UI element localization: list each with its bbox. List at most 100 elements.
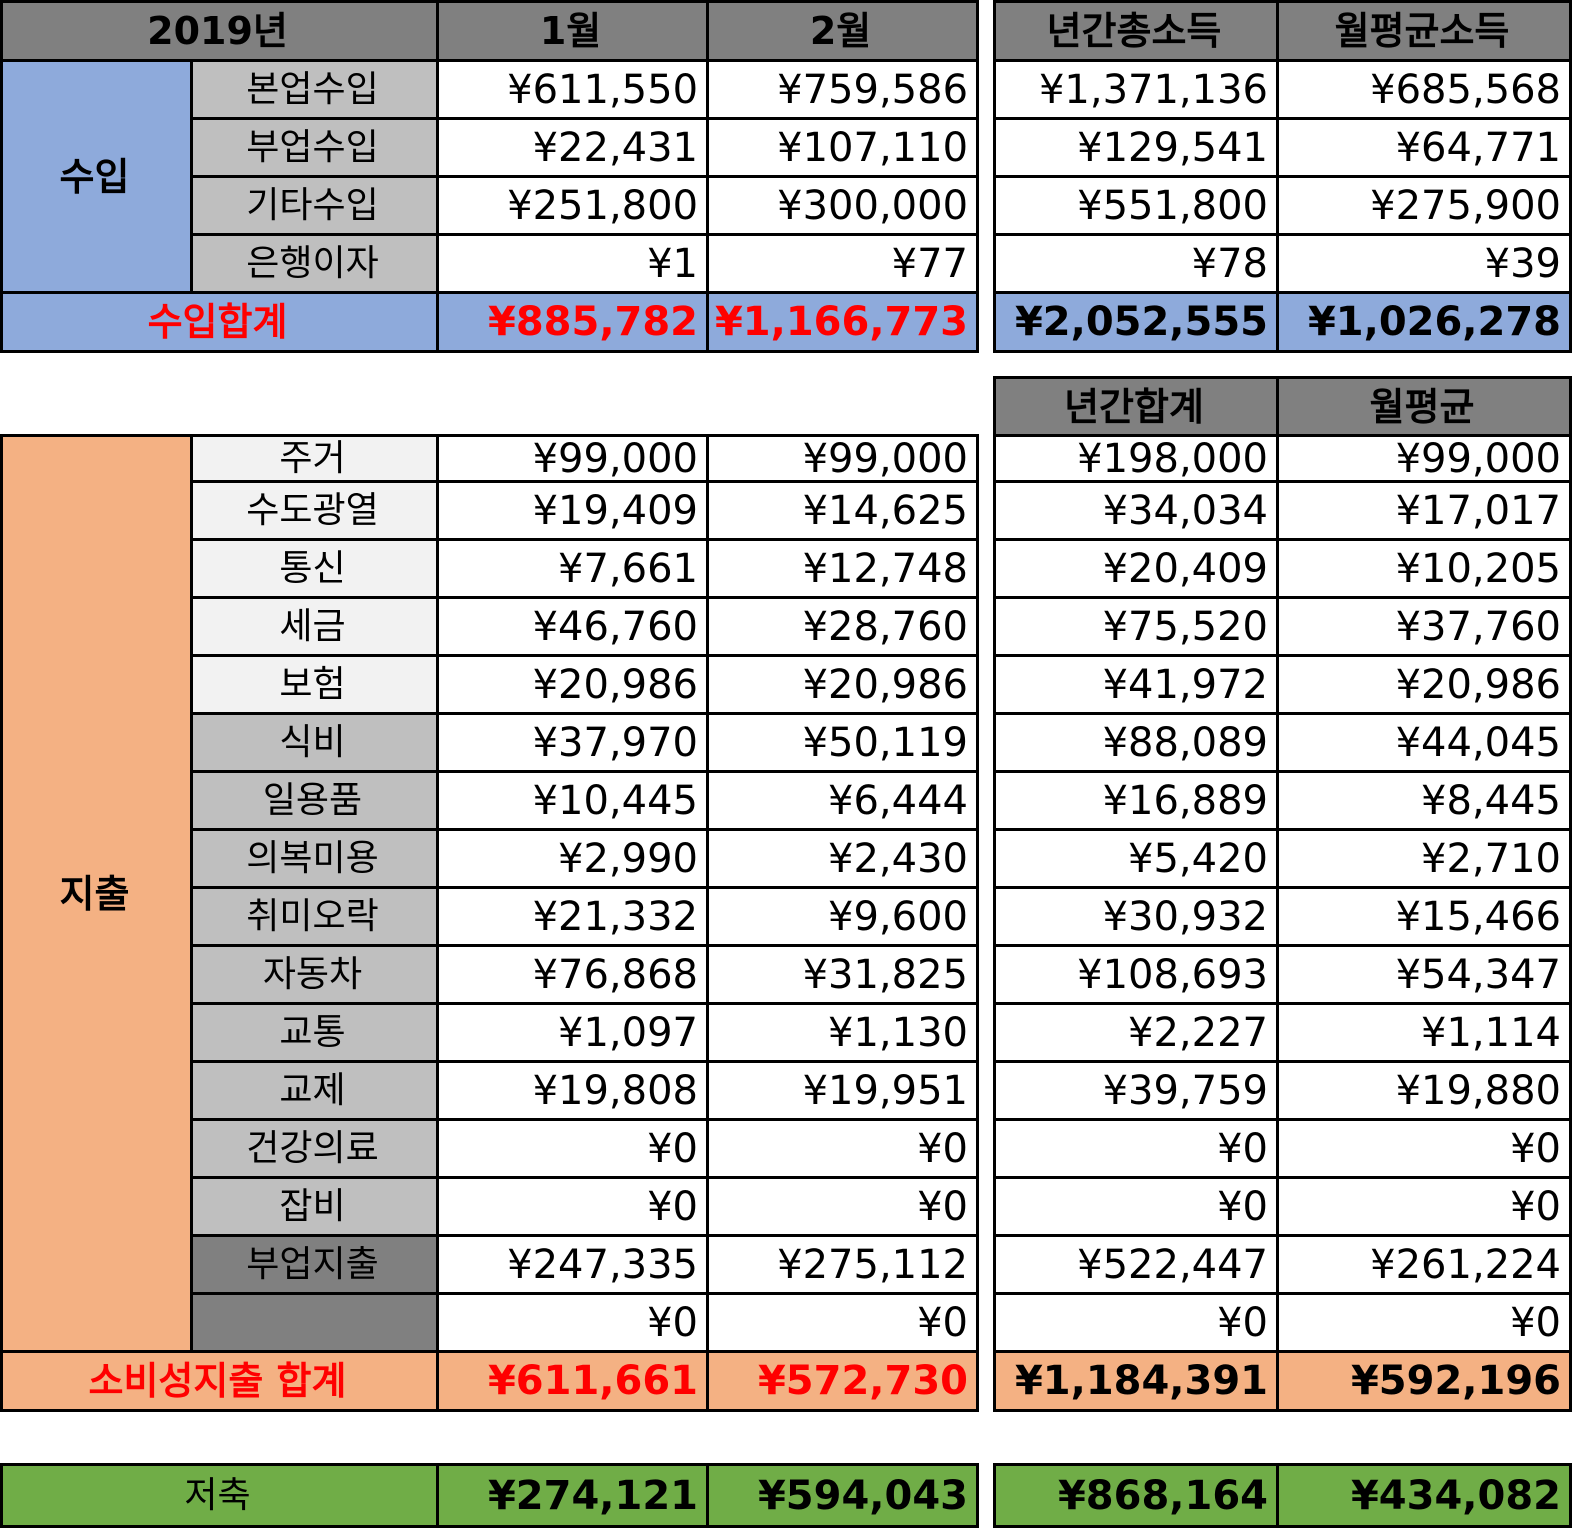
income-avg-cell: ¥39 bbox=[1276, 233, 1572, 294]
expense-avg-cell: ¥2,710 bbox=[1276, 828, 1572, 889]
expense-row-label: 부업지출 bbox=[190, 1234, 439, 1295]
expense-row-label bbox=[190, 1292, 439, 1353]
expense-annual-cell: ¥0 bbox=[993, 1176, 1279, 1237]
income-cell: ¥759,586 bbox=[706, 59, 980, 120]
expense-cell: ¥31,825 bbox=[706, 944, 979, 1005]
expense-annual-cell: ¥0 bbox=[993, 1292, 1279, 1353]
income-avg-total: ¥1,026,278 bbox=[1276, 291, 1572, 353]
expense-cell: ¥14,625 bbox=[706, 480, 979, 541]
expense-cell: ¥0 bbox=[706, 1292, 979, 1353]
expense-cell: ¥21,332 bbox=[436, 886, 709, 947]
income-annual-total: ¥2,052,555 bbox=[993, 291, 1279, 353]
expense-avg-cell: ¥44,045 bbox=[1276, 712, 1572, 773]
expense-cell: ¥1,097 bbox=[436, 1002, 709, 1063]
expense-avg-cell: ¥0 bbox=[1276, 1292, 1572, 1353]
income-cell: ¥251,800 bbox=[436, 175, 710, 236]
expense-row-label: 교통 bbox=[190, 1002, 439, 1063]
expense-avg-cell: ¥10,205 bbox=[1276, 538, 1572, 599]
year-header: 2019년 bbox=[0, 0, 440, 62]
expense-avg-cell: ¥54,347 bbox=[1276, 944, 1572, 1005]
expense-avg-cell: ¥1,114 bbox=[1276, 1002, 1572, 1063]
expense-annual-cell: ¥39,759 bbox=[993, 1060, 1279, 1121]
income-avg-cell: ¥64,771 bbox=[1276, 117, 1572, 178]
expense-avg-cell: ¥261,224 bbox=[1276, 1234, 1572, 1295]
income-annual-cell: ¥78 bbox=[993, 233, 1279, 294]
expense-summary-table: ¥198,000 ¥99,000 ¥34,034 ¥17,017 ¥20,409 ¥10,… bbox=[993, 434, 1572, 1412]
expense-cell: ¥19,409 bbox=[436, 480, 709, 541]
expense-cell: ¥247,335 bbox=[436, 1234, 709, 1295]
expense-row-label: 잡비 bbox=[190, 1176, 439, 1237]
expense-cell: ¥2,430 bbox=[706, 828, 979, 889]
expense-cell: ¥0 bbox=[706, 1118, 979, 1179]
expense-annual-cell: ¥41,972 bbox=[993, 654, 1279, 715]
expense-annual-cell: ¥88,089 bbox=[993, 712, 1279, 773]
income-table: 2019년 1월 2월 수입 본업수입 ¥611,550 ¥759,586 부업… bbox=[0, 0, 980, 353]
annual-total-header: 년간합계 bbox=[993, 376, 1279, 438]
expense-annual-cell: ¥522,447 bbox=[993, 1234, 1279, 1295]
income-row-label: 기타수입 bbox=[189, 175, 440, 236]
savings-summary-table: ¥868,164 ¥434,082 bbox=[993, 1463, 1572, 1528]
expense-cell: ¥99,000 bbox=[436, 434, 709, 483]
income-cell: ¥300,000 bbox=[706, 175, 980, 236]
expense-cell: ¥10,445 bbox=[436, 770, 709, 831]
income-total-cell: ¥885,782 bbox=[436, 291, 710, 353]
expense-row-label: 수도광열 bbox=[190, 480, 439, 541]
expense-cell: ¥20,986 bbox=[436, 654, 709, 715]
expense-annual-cell: ¥16,889 bbox=[993, 770, 1279, 831]
expense-annual-cell: ¥0 bbox=[993, 1118, 1279, 1179]
month-1-header: 1월 bbox=[436, 0, 710, 62]
income-row-label: 은행이자 bbox=[189, 233, 440, 294]
income-annual-cell: ¥551,800 bbox=[993, 175, 1279, 236]
savings-table: 저축 ¥274,121 ¥594,043 bbox=[0, 1463, 979, 1528]
expense-cell: ¥50,119 bbox=[706, 712, 979, 773]
income-cell: ¥611,550 bbox=[436, 59, 710, 120]
income-category: 수입 bbox=[0, 59, 193, 294]
expense-cell: ¥19,808 bbox=[436, 1060, 709, 1121]
expense-row-label: 보험 bbox=[190, 654, 439, 715]
income-avg-cell: ¥685,568 bbox=[1276, 59, 1572, 120]
income-annual-cell: ¥129,541 bbox=[993, 117, 1279, 178]
expense-avg-cell: ¥8,445 bbox=[1276, 770, 1572, 831]
savings-cell: ¥594,043 bbox=[706, 1463, 979, 1528]
income-summary-table: 년간총소득 월평균소득 ¥1,371,136 ¥685,568 ¥129,541 ¥… bbox=[993, 0, 1572, 353]
expense-row-label: 통신 bbox=[190, 538, 439, 599]
expense-cell: ¥1,130 bbox=[706, 1002, 979, 1063]
expense-annual-cell: ¥108,693 bbox=[993, 944, 1279, 1005]
income-total-cell: ¥1,166,773 bbox=[706, 291, 980, 353]
expense-annual-cell: ¥5,420 bbox=[993, 828, 1279, 889]
expense-avg-cell: ¥0 bbox=[1276, 1176, 1572, 1237]
expense-avg-cell: ¥19,880 bbox=[1276, 1060, 1572, 1121]
expense-total-cell: ¥572,730 bbox=[706, 1350, 979, 1412]
expense-avg-cell: ¥20,986 bbox=[1276, 654, 1572, 715]
expense-row-label: 건강의료 bbox=[190, 1118, 439, 1179]
expense-cell: ¥20,986 bbox=[706, 654, 979, 715]
expense-category: 지출 bbox=[0, 434, 193, 1353]
expense-annual-cell: ¥30,932 bbox=[993, 886, 1279, 947]
income-avg-cell: ¥275,900 bbox=[1276, 175, 1572, 236]
expense-row-label: 자동차 bbox=[190, 944, 439, 1005]
expense-row-label: 취미오락 bbox=[190, 886, 439, 947]
expense-annual-cell: ¥34,034 bbox=[993, 480, 1279, 541]
expense-cell: ¥37,970 bbox=[436, 712, 709, 773]
expense-cell: ¥7,661 bbox=[436, 538, 709, 599]
expense-row-label: 세금 bbox=[190, 596, 439, 657]
expense-annual-cell: ¥75,520 bbox=[993, 596, 1279, 657]
expense-total-label: 소비성지출 합계 bbox=[0, 1350, 439, 1412]
expense-cell: ¥2,990 bbox=[436, 828, 709, 889]
expense-avg-cell: ¥15,466 bbox=[1276, 886, 1572, 947]
savings-annual: ¥868,164 bbox=[993, 1463, 1279, 1528]
expense-row-label: 의복미용 bbox=[190, 828, 439, 889]
income-total-label: 수입합계 bbox=[0, 291, 440, 353]
expense-row-label: 교제 bbox=[190, 1060, 439, 1121]
expense-total-annual: ¥1,184,391 bbox=[993, 1350, 1279, 1412]
expense-cell: ¥12,748 bbox=[706, 538, 979, 599]
expense-avg-cell: ¥0 bbox=[1276, 1118, 1572, 1179]
income-cell: ¥1 bbox=[436, 233, 710, 294]
month-2-header: 2월 bbox=[706, 0, 980, 62]
expense-cell: ¥0 bbox=[706, 1176, 979, 1237]
income-row-label: 본업수입 bbox=[189, 59, 440, 120]
monthly-avg-header: 월평균 bbox=[1276, 376, 1572, 438]
expense-avg-cell: ¥99,000 bbox=[1276, 434, 1572, 483]
expense-cell: ¥19,951 bbox=[706, 1060, 979, 1121]
expense-cell: ¥9,600 bbox=[706, 886, 979, 947]
